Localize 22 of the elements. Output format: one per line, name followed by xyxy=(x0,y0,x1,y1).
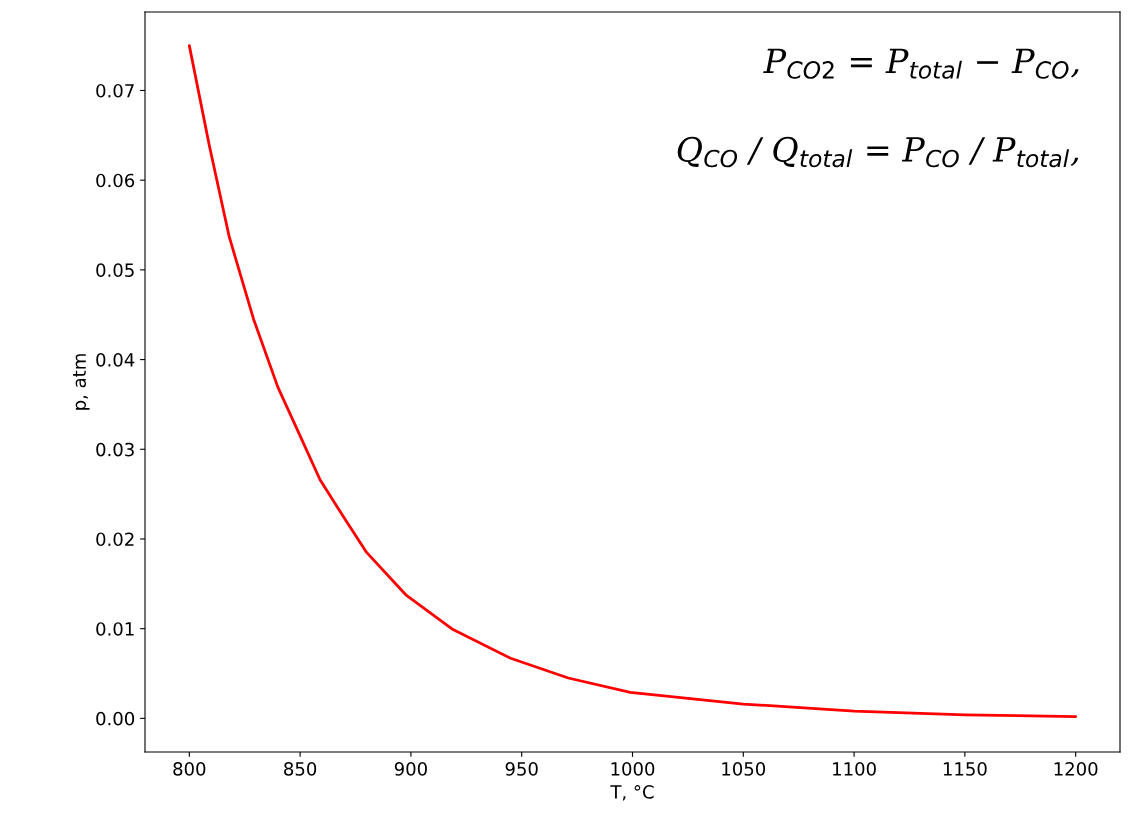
x-tick-label: 800 xyxy=(173,762,206,776)
y-tick-label: 0.03 xyxy=(96,442,134,457)
x-tick-label: 850 xyxy=(284,762,317,776)
x-tick-label: 1000 xyxy=(611,762,655,776)
x-tick-label: 1150 xyxy=(943,762,987,776)
y-tick-label: 0.05 xyxy=(96,263,134,277)
x-tick-label: 1050 xyxy=(722,762,766,776)
x-tick-label: 1200 xyxy=(1054,762,1098,776)
y-tick-label: 0.07 xyxy=(96,83,134,98)
y-tick-label: 0.04 xyxy=(96,353,135,367)
x-tick-label: 900 xyxy=(394,762,427,776)
y-tick-label: 0.02 xyxy=(96,532,134,547)
annotation: P$_{CO2}$ = P$_{total}$ − P$_{CO}$, xyxy=(763,48,1079,79)
text: Q$_{CO}$ / Q$_{total}$ = P$_{CO}$ / P$_{total}$, xyxy=(677,136,1079,168)
line-series xyxy=(187,44,1078,718)
x-tick-label: 1100 xyxy=(833,762,876,776)
y-tick-label: 0.01 xyxy=(96,622,134,636)
y-tick-label: 0.00 xyxy=(96,711,135,726)
x-tick-label: 950 xyxy=(505,762,538,776)
y-axis-title: p, atm xyxy=(73,354,90,410)
y-tick-label: 0.06 xyxy=(96,173,135,188)
x-axis-title: T, °C xyxy=(610,785,654,801)
